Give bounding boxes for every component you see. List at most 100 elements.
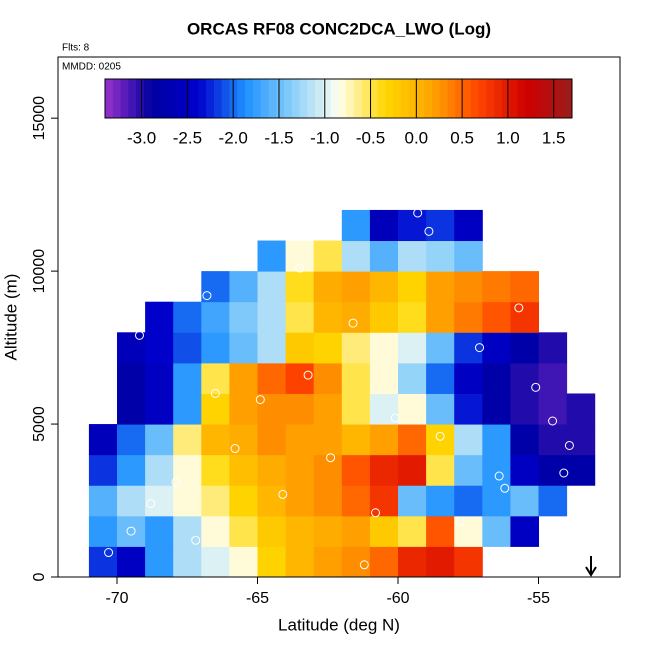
heat-cell	[398, 454, 427, 486]
colorbar-tick-label: -0.5	[356, 128, 385, 147]
colorbar-swatch	[346, 79, 355, 118]
colorbar-swatch	[478, 79, 487, 118]
heat-cell	[201, 301, 230, 333]
heat-cell	[426, 209, 455, 242]
subtitle: Flts: 8	[62, 43, 90, 54]
observation-point	[202, 291, 212, 301]
colorbar-swatch	[509, 79, 519, 118]
colorbar-swatch	[175, 79, 184, 118]
colorbar-swatch	[213, 79, 223, 118]
y-tick-label: 15000	[31, 96, 48, 141]
heat-cell	[229, 485, 259, 517]
heat-cell	[285, 240, 315, 272]
heat-cell	[285, 332, 315, 364]
colorbar-swatch	[143, 79, 153, 118]
observation-point	[134, 330, 144, 340]
heat-cell	[369, 515, 399, 547]
heat-cell	[173, 515, 202, 547]
heat-cell	[482, 301, 511, 333]
heat-cell	[454, 271, 483, 303]
observation-point	[146, 499, 156, 509]
observation-point	[278, 489, 288, 499]
y-axis-label: Altitude (m)	[1, 274, 20, 361]
observation-point	[548, 416, 558, 426]
heat-cell	[426, 301, 455, 333]
heat-cell	[257, 515, 287, 547]
observation-point	[514, 303, 524, 313]
colorbar-tick-label: -1.0	[310, 128, 339, 147]
heat-cell	[201, 362, 230, 394]
heat-cell	[398, 424, 427, 456]
heat-cell	[285, 271, 315, 303]
heat-cell	[257, 393, 287, 425]
heat-cell	[454, 209, 483, 242]
heat-cell	[369, 271, 399, 303]
heat-cell	[538, 362, 568, 394]
heat-cell	[117, 362, 146, 394]
colorbar-swatch	[548, 79, 557, 118]
colorbar-swatch	[470, 79, 480, 118]
heat-cell	[173, 454, 202, 486]
heat-cell	[173, 546, 202, 578]
heat-cell	[145, 301, 174, 333]
heat-cell	[482, 332, 511, 364]
heat-cell	[257, 271, 287, 303]
colorbar-swatch	[540, 79, 550, 118]
colorbar-swatch	[252, 79, 262, 118]
y-tick-label: 10000	[31, 249, 48, 294]
heat-cell	[173, 301, 202, 333]
heat-cell	[369, 362, 399, 394]
colorbar-tick-label: -2.5	[173, 128, 202, 147]
colorbar-swatch	[385, 79, 394, 118]
colorbar-swatch	[245, 79, 254, 118]
heat-cell	[173, 362, 202, 394]
heat-cell	[510, 515, 540, 547]
heat-cell	[482, 515, 511, 547]
heat-cell	[257, 454, 287, 486]
heat-cell	[257, 332, 287, 364]
heat-cell	[145, 362, 174, 394]
heat-cell	[117, 393, 146, 425]
heat-cell	[566, 454, 596, 486]
heat-cell	[398, 515, 427, 547]
heat-cell	[398, 362, 427, 394]
colorbar-swatch	[486, 79, 495, 118]
heat-cell	[341, 393, 371, 425]
heat-cell	[285, 546, 315, 578]
heat-cell	[313, 485, 343, 517]
heat-cell	[510, 393, 540, 425]
colorbar-swatch	[291, 79, 301, 118]
heat-cell	[257, 362, 287, 394]
annotation: MMDD: 0205	[62, 62, 121, 73]
colorbar-swatch	[408, 79, 417, 118]
heat-cell	[341, 424, 371, 456]
heat-cell	[341, 332, 371, 364]
y-tick-label: 5000	[31, 406, 48, 442]
colorbar-swatch	[299, 79, 308, 118]
heat-cell	[369, 301, 399, 333]
colorbar-swatch	[105, 79, 114, 118]
heat-cell	[173, 424, 202, 456]
colorbar-swatch	[338, 79, 347, 118]
heat-cell	[426, 271, 455, 303]
heat-cell	[482, 424, 511, 456]
heat-cell	[510, 271, 540, 303]
heat-cell	[398, 240, 427, 272]
heat-cell	[313, 362, 343, 394]
heat-cell	[285, 454, 315, 486]
heat-cell	[145, 424, 174, 456]
colorbar-swatch	[167, 79, 176, 118]
heat-cell	[313, 332, 343, 364]
heat-cell	[454, 424, 483, 456]
heat-cell	[257, 546, 287, 578]
x-axis-label: Latitude (deg N)	[278, 615, 400, 634]
heat-cell	[201, 393, 230, 425]
colorbar-tick-label: -3.0	[127, 128, 156, 147]
heat-cell	[398, 546, 427, 578]
heat-cell	[88, 454, 118, 486]
heat-cell	[398, 332, 427, 364]
heat-cell	[285, 362, 315, 394]
observation-point	[424, 226, 434, 236]
colorbar-swatch	[369, 79, 378, 118]
heat-cell	[341, 362, 371, 394]
